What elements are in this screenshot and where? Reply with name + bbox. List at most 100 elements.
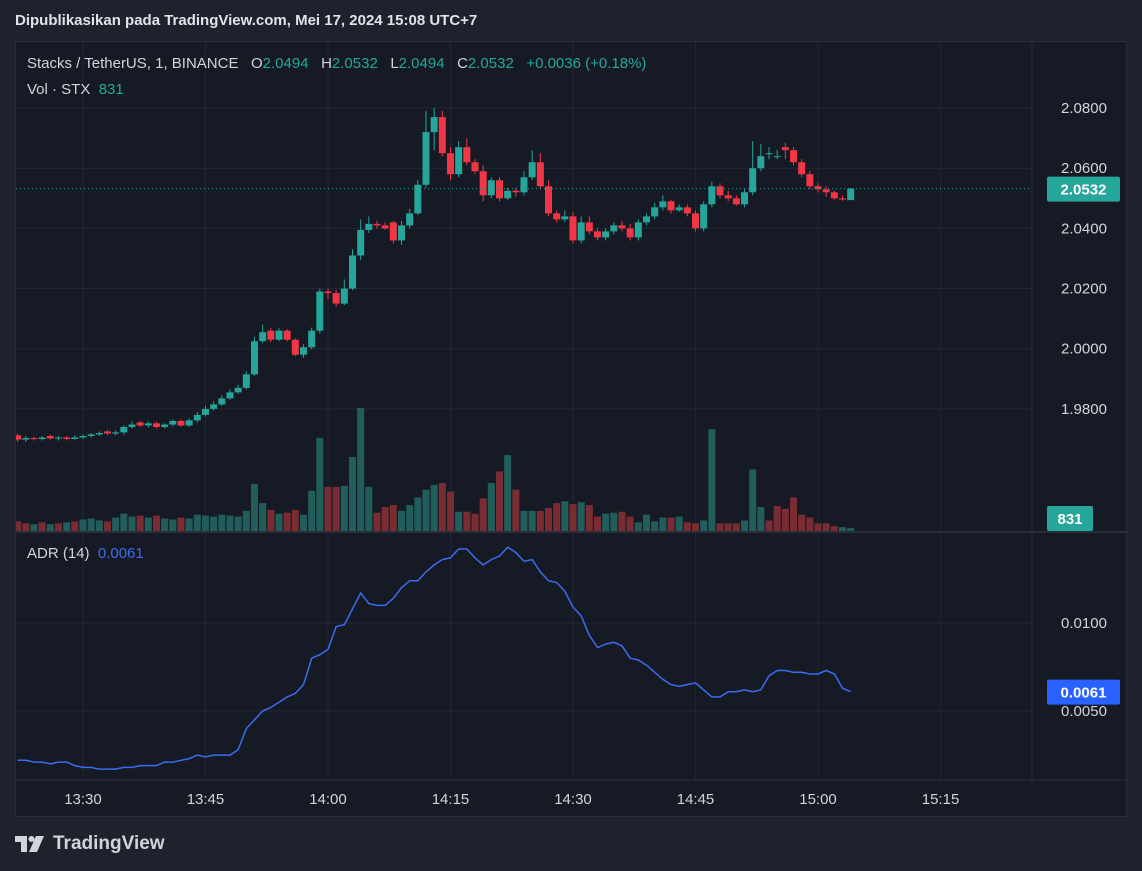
candle[interactable]	[781, 142, 789, 160]
candle[interactable]	[798, 159, 806, 178]
candle[interactable]	[495, 177, 503, 202]
candle[interactable]	[112, 430, 120, 436]
candle[interactable]	[348, 249, 356, 291]
candle[interactable]	[773, 150, 781, 160]
candle[interactable]	[283, 329, 291, 342]
candle[interactable]	[700, 201, 708, 232]
chart-area[interactable]: 13:30 13:45 14:00 14:15 14:30 14:45 15:00 15:15…	[15, 41, 1128, 818]
candle[interactable]	[708, 181, 716, 208]
candle[interactable]	[152, 421, 160, 429]
candle[interactable]	[422, 111, 430, 188]
candle[interactable]	[618, 220, 626, 232]
candle[interactable]	[512, 187, 520, 197]
candle[interactable]	[397, 220, 405, 245]
candle[interactable]	[185, 418, 193, 427]
candle[interactable]	[177, 419, 185, 427]
candle[interactable]	[741, 189, 749, 208]
candle[interactable]	[38, 435, 46, 441]
chart-canvas[interactable]: 13:30 13:45 14:00 14:15 14:30 14:45 15:00 15:15…	[16, 42, 1128, 818]
candle[interactable]	[87, 432, 95, 438]
candle[interactable]	[594, 228, 602, 241]
candle[interactable]	[455, 141, 463, 178]
candle[interactable]	[602, 228, 610, 241]
candle[interactable]	[765, 147, 773, 160]
candle[interactable]	[128, 421, 136, 429]
candle[interactable]	[299, 344, 307, 358]
candle[interactable]	[16, 433, 22, 442]
candle[interactable]	[732, 195, 740, 206]
candle[interactable]	[136, 420, 144, 427]
candle[interactable]	[30, 436, 38, 441]
candle[interactable]	[675, 204, 683, 212]
candle[interactable]	[389, 220, 397, 244]
candle[interactable]	[259, 324, 267, 344]
candle[interactable]	[95, 431, 103, 436]
candle[interactable]	[814, 183, 822, 193]
candle[interactable]	[683, 204, 691, 217]
candle[interactable]	[267, 328, 275, 343]
candle[interactable]	[381, 222, 389, 230]
adr-legend[interactable]: ADR (14) 0.0061	[27, 545, 144, 562]
candle[interactable]	[569, 211, 577, 244]
candle[interactable]	[201, 405, 209, 417]
symbol-title[interactable]: Stacks / TetherUS, 1, BINANCE	[27, 55, 239, 72]
candle[interactable]	[585, 216, 593, 235]
candle[interactable]	[692, 210, 700, 232]
candle[interactable]	[430, 108, 438, 151]
candle[interactable]	[373, 220, 381, 229]
candle[interactable]	[504, 187, 512, 200]
candle[interactable]	[757, 144, 765, 172]
candle[interactable]	[103, 429, 111, 436]
candle[interactable]	[479, 165, 487, 202]
candle[interactable]	[553, 210, 561, 223]
candle[interactable]	[659, 195, 667, 211]
candle[interactable]	[471, 159, 479, 175]
candle[interactable]	[332, 290, 340, 307]
candle[interactable]	[438, 111, 446, 157]
candle[interactable]	[643, 213, 651, 226]
candle[interactable]	[577, 216, 585, 244]
candle[interactable]	[830, 190, 838, 200]
candle[interactable]	[22, 435, 30, 442]
candle[interactable]	[291, 338, 299, 357]
candle[interactable]	[634, 219, 642, 241]
candle[interactable]	[790, 147, 798, 166]
candle[interactable]	[226, 389, 234, 400]
candle[interactable]	[626, 223, 634, 241]
candle[interactable]	[520, 171, 528, 196]
candle[interactable]	[169, 419, 177, 427]
candle[interactable]	[716, 183, 724, 199]
candle[interactable]	[487, 177, 495, 199]
candle[interactable]	[63, 435, 71, 441]
candle[interactable]	[545, 180, 553, 217]
candle[interactable]	[724, 190, 732, 202]
candle[interactable]	[144, 421, 152, 428]
candle[interactable]	[749, 141, 757, 196]
candle[interactable]	[847, 187, 855, 201]
candle[interactable]	[414, 180, 422, 215]
candle[interactable]	[536, 153, 544, 190]
candle[interactable]	[463, 138, 471, 166]
candle[interactable]	[46, 434, 54, 440]
candle[interactable]	[54, 435, 62, 441]
candle[interactable]	[610, 222, 618, 235]
candle[interactable]	[365, 216, 373, 233]
candle[interactable]	[71, 435, 79, 440]
candle[interactable]	[561, 210, 569, 223]
candle[interactable]	[324, 288, 332, 300]
candle[interactable]	[316, 288, 324, 334]
candle[interactable]	[667, 199, 675, 214]
candle[interactable]	[308, 327, 316, 350]
tradingview-logo[interactable]: TradingView	[15, 833, 165, 855]
volume-legend[interactable]: Vol · STX 831	[27, 81, 124, 98]
candle[interactable]	[806, 171, 814, 190]
candle[interactable]	[406, 208, 414, 229]
candle[interactable]	[275, 328, 283, 342]
candle[interactable]	[839, 195, 847, 201]
candle[interactable]	[193, 411, 201, 423]
candle[interactable]	[446, 147, 454, 181]
candle[interactable]	[234, 384, 242, 394]
candle[interactable]	[79, 434, 87, 439]
candle[interactable]	[161, 423, 169, 429]
candle[interactable]	[357, 219, 365, 260]
